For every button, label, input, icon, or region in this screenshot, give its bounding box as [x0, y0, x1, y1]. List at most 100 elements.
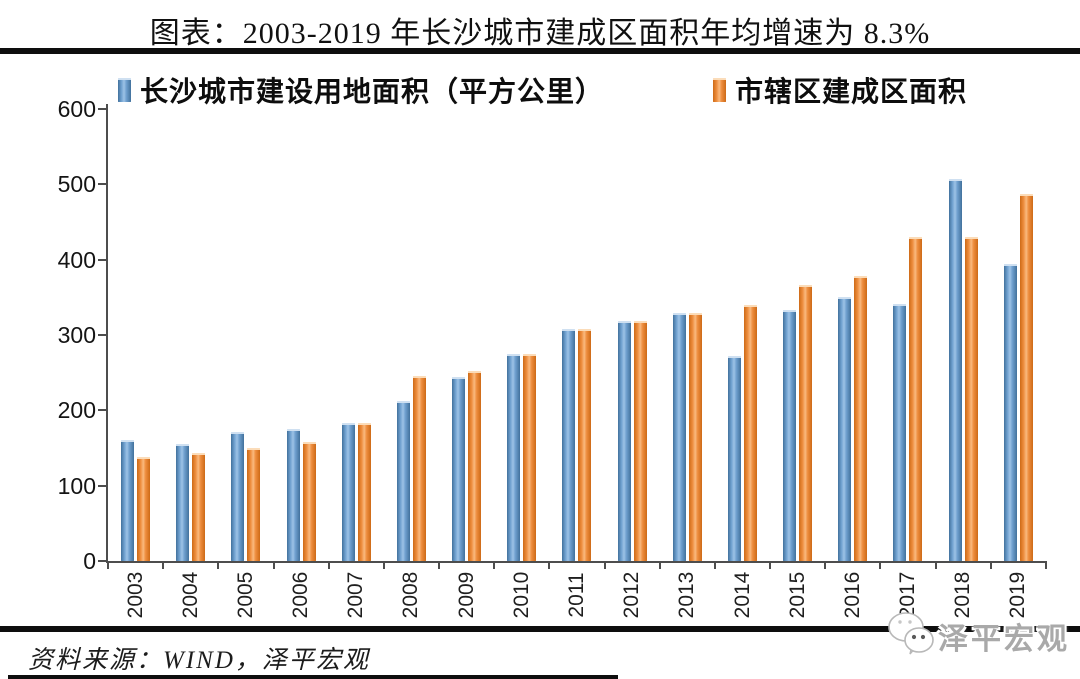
bar-group-2005 — [218, 109, 273, 561]
x-axis-label: 2013 — [675, 571, 699, 619]
x-tick-mark — [438, 563, 441, 569]
page-title: 图表：2003-2019 年长沙城市建成区面积年均增速为 8.3% — [149, 17, 931, 50]
bar-series0-2004 — [176, 444, 190, 561]
bar-series1-2019 — [1019, 194, 1033, 561]
y-tick-mark — [98, 108, 106, 110]
x-tick-mark — [989, 563, 992, 569]
x-tick-mark — [769, 563, 772, 569]
y-axis-label: 500 — [57, 171, 96, 198]
bar-group-2019 — [991, 109, 1046, 561]
source-note: 资料来源：WIND，泽平宏观 — [28, 647, 370, 674]
wechat-icon — [888, 612, 934, 655]
legend-swatch-orange-icon — [713, 78, 726, 102]
x-tick-mark — [382, 563, 385, 569]
x-tick-mark — [162, 563, 165, 569]
y-tick-mark — [98, 484, 106, 487]
x-tick-mark — [107, 563, 109, 569]
x-tick-mark — [824, 563, 827, 569]
bar-series0-2016 — [838, 297, 852, 561]
bar-series0-2012 — [617, 321, 631, 561]
legend-item-builtup-area: 市辖区建成区面积 — [713, 72, 967, 108]
bar-series0-2013 — [672, 313, 686, 561]
bar-series1-2004 — [192, 453, 206, 561]
bar-group-2006 — [274, 109, 329, 561]
bar-series1-2015 — [799, 285, 813, 561]
bar-group-2004 — [163, 109, 218, 561]
x-axis-label: 2016 — [840, 571, 864, 619]
x-tick-mark — [272, 563, 275, 569]
bar-series1-2005 — [247, 448, 261, 561]
x-tick-mark — [327, 563, 330, 569]
x-axis-label: 2015 — [785, 571, 809, 619]
bar-series1-2003 — [137, 457, 151, 561]
bar-series1-2010 — [523, 354, 537, 561]
bar-group-2018 — [936, 109, 991, 561]
bar-series1-2014 — [743, 305, 757, 561]
legend-label: 市辖区建成区面积 — [735, 76, 968, 107]
x-axis-label: 2014 — [730, 571, 754, 619]
bar-series1-2006 — [302, 442, 316, 561]
bar-series0-2006 — [286, 429, 300, 561]
bar-series1-2017 — [909, 237, 923, 561]
top-divider — [0, 48, 1080, 54]
x-axis-label: 2008 — [399, 571, 423, 619]
y-axis — [106, 104, 108, 563]
x-axis-label: 2012 — [620, 571, 644, 619]
x-axis-label: 2010 — [509, 571, 533, 619]
bar-group-2008 — [384, 109, 439, 561]
bar-group-2003 — [108, 109, 163, 561]
x-axis-label: 2003 — [123, 571, 147, 619]
bar-group-2010 — [494, 109, 549, 561]
y-tick-mark — [98, 409, 106, 412]
bar-series0-2018 — [948, 179, 962, 561]
y-tick-mark — [98, 258, 106, 261]
x-tick-mark — [934, 563, 937, 569]
bar-group-2009 — [439, 109, 494, 561]
bar-series1-2011 — [578, 329, 592, 561]
bar-series0-2003 — [121, 440, 135, 561]
bar-series0-2009 — [452, 377, 466, 561]
x-tick-mark — [879, 563, 882, 569]
bar-series0-2011 — [562, 329, 576, 561]
x-tick-mark — [1045, 563, 1047, 569]
watermark: 泽平宏观 — [886, 603, 1076, 659]
bar-series0-2010 — [507, 354, 521, 561]
x-axis-label: 2009 — [454, 571, 478, 619]
bar-group-2012 — [605, 109, 660, 561]
x-tick-mark — [713, 563, 716, 569]
bar-group-2011 — [549, 109, 604, 561]
bar-series0-2007 — [341, 423, 355, 561]
bar-series1-2008 — [412, 376, 426, 561]
y-axis-label: 600 — [57, 96, 96, 122]
legend-swatch-blue-icon — [118, 78, 131, 102]
x-tick-mark — [548, 563, 551, 569]
x-axis-label: 2005 — [233, 571, 257, 619]
x-axis-label: 2011 — [565, 572, 588, 618]
y-axis-label: 0 — [83, 548, 96, 574]
y-axis-label: 400 — [57, 246, 96, 273]
x-tick-mark — [603, 563, 606, 569]
bar-group-2013 — [660, 109, 715, 561]
bar-series1-2013 — [688, 313, 702, 561]
x-axis — [106, 561, 1047, 563]
bar-group-2014 — [715, 109, 770, 561]
y-axis-label: 200 — [57, 397, 96, 424]
bar-series0-2008 — [396, 401, 410, 561]
legend-label: 长沙城市建设用地面积（平方公里） — [140, 76, 605, 107]
bottom-divider — [0, 626, 1080, 632]
y-tick-mark — [98, 183, 106, 186]
bar-series0-2015 — [783, 310, 797, 561]
x-tick-mark — [217, 563, 220, 569]
bar-series0-2017 — [893, 304, 907, 561]
x-axis-label: 2004 — [178, 571, 202, 619]
bar-group-2017 — [880, 109, 935, 561]
bar-series1-2012 — [633, 321, 647, 561]
x-axis-label: 2007 — [344, 571, 368, 619]
bar-group-2015 — [770, 109, 825, 561]
bottom-edge-rule — [8, 675, 618, 679]
bar-series1-2009 — [468, 371, 482, 561]
bar-plot-area — [108, 109, 1046, 561]
watermark-text: 泽平宏观 — [938, 623, 1070, 656]
legend-item-construction-land: 长沙城市建设用地面积（平方公里） — [118, 72, 604, 108]
x-tick-mark — [493, 563, 496, 569]
